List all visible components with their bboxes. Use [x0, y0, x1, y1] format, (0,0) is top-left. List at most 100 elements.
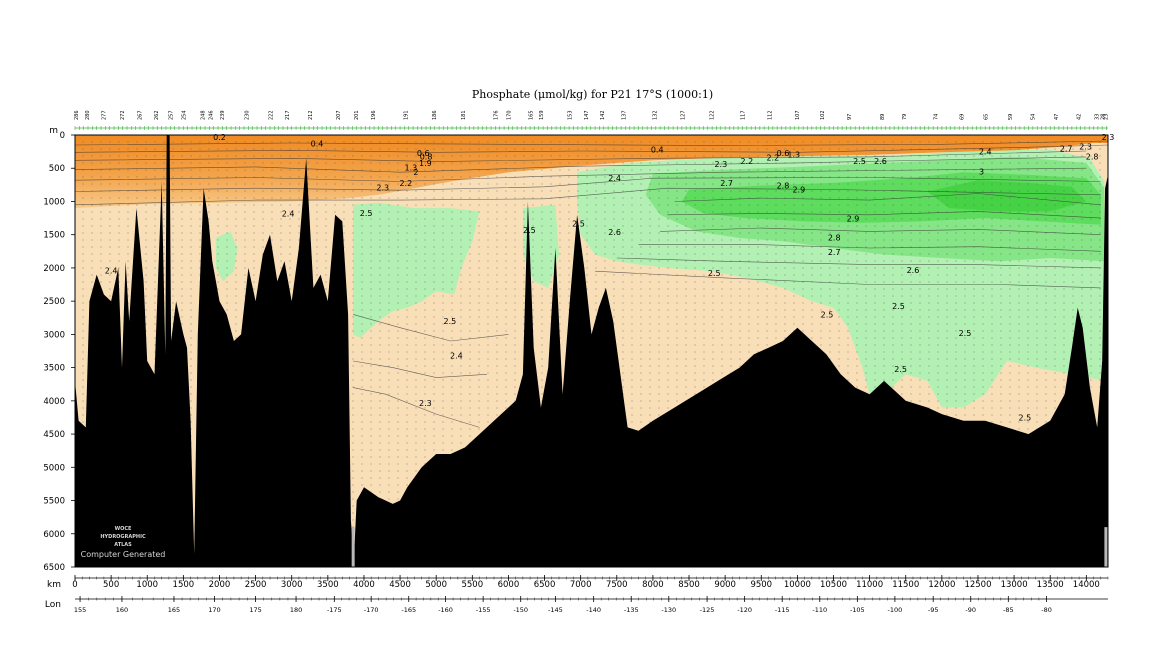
contour-label: 2.6 — [608, 228, 621, 237]
x-tick-label: 12500 — [964, 580, 991, 590]
contour-label: 2.7 — [828, 248, 841, 257]
contour-line — [660, 227, 1101, 235]
contour-label: 2 — [413, 168, 418, 177]
station-label: 112 — [767, 110, 773, 120]
contour-label: 2.9 — [847, 215, 860, 224]
x-tick-label: 6500 — [534, 580, 556, 590]
contour-label: 2.7 — [1060, 144, 1073, 153]
lon-tick-label: -85 — [1003, 606, 1014, 614]
contour-label: 2.2 — [399, 179, 412, 188]
y-tick-label: 5500 — [43, 497, 65, 507]
contour-label: 2.5 — [360, 209, 373, 218]
station-label: 186 — [432, 110, 438, 120]
station-label: 277 — [101, 110, 107, 120]
station-label: 159 — [539, 110, 545, 120]
contour-line — [75, 177, 1101, 192]
lon-tick-label: -170 — [364, 606, 379, 614]
station-label: 267 — [138, 110, 144, 120]
lon-tick-label: -160 — [438, 606, 453, 614]
station-label: 201 — [354, 110, 360, 120]
x-tick-label: 12000 — [928, 580, 955, 590]
y-tick-label: 2500 — [43, 297, 65, 307]
watermark-line: WOCE — [115, 526, 132, 532]
x-axis-label: km — [47, 580, 61, 590]
contour-label: 0.8 — [420, 152, 433, 161]
seafloor-profile — [75, 135, 1108, 567]
station-label: 33 — [1095, 114, 1101, 120]
x-tick-label: 13500 — [1037, 580, 1064, 590]
x-tick-label: 0 — [72, 580, 77, 590]
watermark-line: HYDROGRAPHIC — [100, 534, 146, 540]
lon-tick-label: 160 — [116, 606, 128, 614]
contour-label: 0.4 — [651, 146, 664, 155]
station-label: 254 — [182, 110, 188, 120]
contour-label: 2.8 — [1086, 152, 1099, 161]
x-tick-label: 2500 — [245, 580, 267, 590]
x-tick-label: 1500 — [173, 580, 195, 590]
x-tick-label: 7500 — [606, 580, 628, 590]
contour-labels: 0.20.40.60.81.321.92.22.32.4 2.52.42.52.4… — [105, 133, 1115, 422]
contour-label: 2.5 — [444, 317, 457, 326]
contour-line — [75, 144, 1108, 153]
y-tick-label: 4000 — [43, 397, 65, 407]
contour-label: 2.3 — [1079, 142, 1092, 151]
lon-tick-label: -175 — [327, 606, 342, 614]
lon-tick-label: -150 — [513, 606, 528, 614]
station-label: 102 — [820, 110, 826, 120]
contour-label: 1.3 — [787, 150, 800, 159]
plot-frame — [74, 134, 1109, 568]
seafloor — [75, 135, 1108, 567]
contour-line — [75, 167, 1087, 182]
contour-label: 2.4 — [105, 267, 118, 276]
contour-line — [75, 187, 1101, 206]
watermark: WOCE HYDROGRAPHIC ATLAS Computer Generated — [81, 526, 166, 559]
x-tick-label: 14000 — [1073, 580, 1100, 590]
contour-line — [353, 314, 509, 342]
contour-label: 2.5 — [708, 269, 721, 278]
station-label: 207 — [336, 110, 342, 120]
contour-label: 2.8 — [828, 233, 841, 242]
lon-tick-label: -125 — [700, 606, 715, 614]
contour-label: 0.6 — [777, 149, 790, 158]
contour-label: 2.2 — [766, 154, 779, 163]
lon-tick-label: -135 — [624, 606, 639, 614]
x-tick-label: 5000 — [425, 580, 447, 590]
station-label: 23 — [1103, 114, 1109, 120]
station-label: 89 — [880, 114, 886, 120]
lon-tick-label: -145 — [548, 606, 563, 614]
watermark-line: ATLAS — [114, 542, 132, 548]
contour-label: 2.6 — [907, 266, 920, 275]
y-tick-label: 4500 — [43, 430, 65, 440]
contour-label: 2.5 — [894, 365, 907, 374]
contour-line — [595, 270, 1101, 289]
station-label: 262 — [154, 110, 160, 120]
contour-lines — [75, 140, 1108, 428]
contour-label: 1.3 — [405, 164, 418, 173]
station-label: 248 — [200, 110, 206, 120]
x-tick-label: 6000 — [498, 580, 520, 590]
contour-line — [75, 140, 1108, 146]
contour-label: 2.5 — [853, 157, 866, 166]
lon-tick-label: -130 — [661, 606, 676, 614]
y-tick-label: 5000 — [43, 463, 65, 473]
y-tick-label: 3000 — [43, 330, 65, 340]
x-tick-label: 8000 — [642, 580, 664, 590]
station-label: 257 — [169, 110, 175, 120]
station-label: 153 — [567, 110, 573, 120]
contour-label: 2.5 — [959, 329, 972, 338]
contour-label: 2.2 — [740, 157, 753, 166]
station-label: 170 — [507, 110, 513, 120]
x-tick-label: 1000 — [136, 580, 158, 590]
y-tick-label: 6000 — [43, 530, 65, 540]
station-label: 142 — [600, 110, 606, 120]
contour-line — [75, 150, 1087, 162]
x-tick-label: 11500 — [892, 580, 919, 590]
station-label: 79 — [902, 114, 908, 120]
y-tick-label: 2000 — [43, 264, 65, 274]
contour-label: 2.5 — [523, 226, 536, 235]
axes: 0500100015002000250030003500400045005000… — [43, 110, 1109, 614]
station-label: 230 — [244, 110, 250, 120]
station-label: 280 — [85, 110, 91, 120]
x-tick-label: 8500 — [678, 580, 700, 590]
